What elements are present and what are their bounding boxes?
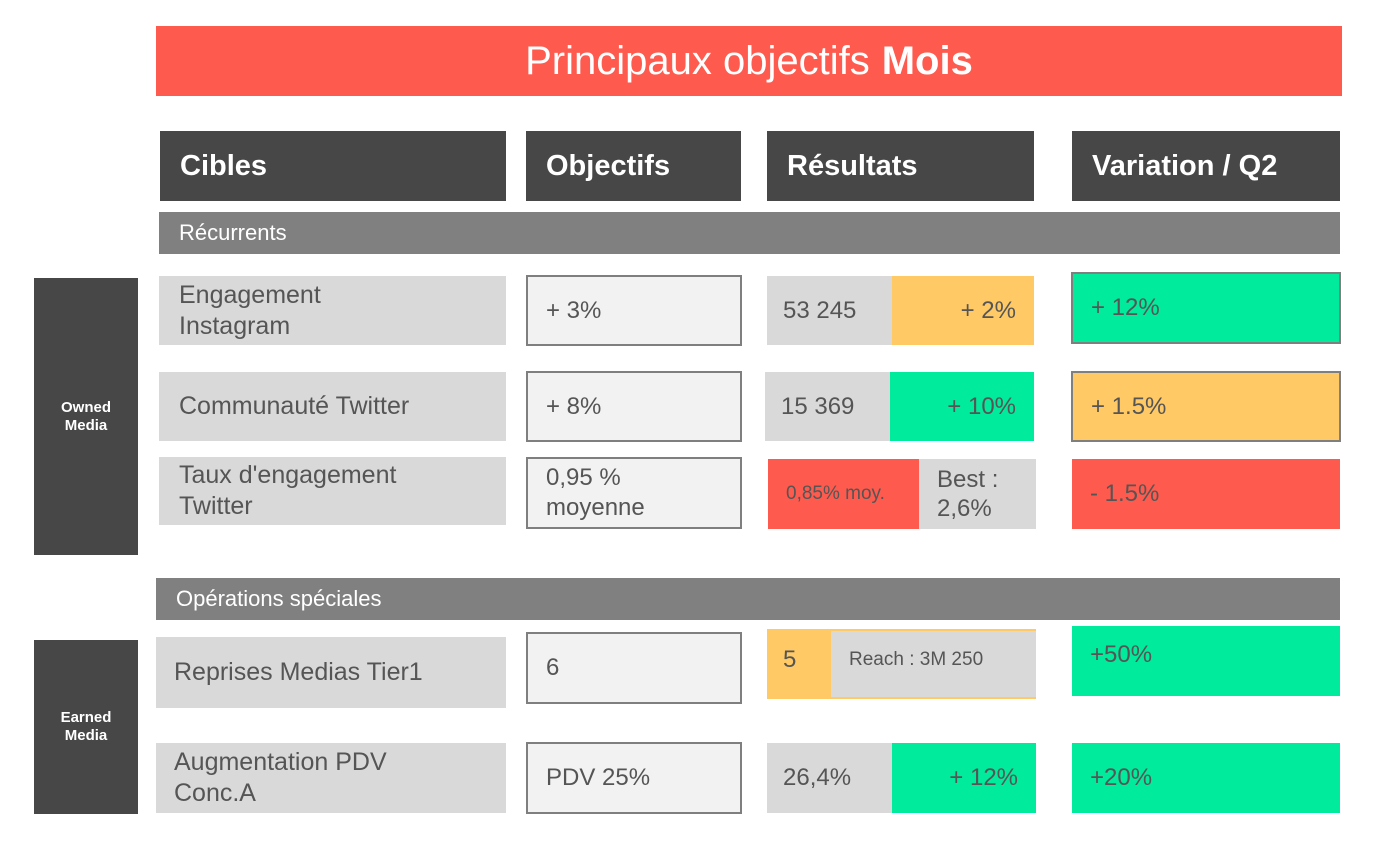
row-5-objective: PDV 25% — [526, 742, 742, 814]
row-3-target: Taux d'engagement Twitter — [159, 457, 506, 525]
header-targets: Cibles — [160, 131, 506, 201]
row-4-target: Reprises Medias Tier1 — [156, 637, 506, 708]
row-5-target-line2: Conc.A — [174, 779, 256, 807]
row-5-target: Augmentation PDV Conc.A — [156, 743, 506, 813]
row-1-target-line2: Instagram — [179, 311, 291, 340]
page-title: Principaux objectifs Mois — [156, 26, 1342, 96]
row-3-objective-line2: moyenne — [546, 494, 645, 521]
row-5-target-line1: Augmentation PDV — [174, 748, 387, 776]
row-1-target-line1: Engagement — [179, 280, 321, 309]
side-label-owned-media: Owned Media — [34, 278, 138, 555]
row-1-objective: + 3% — [526, 275, 742, 346]
row-3-variation: - 1.5% — [1072, 459, 1340, 529]
section-special: Opérations spéciales — [156, 578, 1340, 620]
row-2-objective: + 8% — [526, 371, 742, 442]
header-objectives: Objectifs — [526, 131, 741, 201]
row-2-result-value: 15 369 — [765, 372, 890, 441]
row-1-variation: + 12% — [1071, 272, 1341, 344]
row-2-variation: + 1.5% — [1071, 371, 1341, 442]
header-variation: Variation / Q2 — [1072, 131, 1340, 201]
row-1-result-delta: + 2% — [892, 276, 1034, 345]
row-4-result-value: 5 — [767, 629, 831, 699]
side-label-earned-media: Earned Media — [34, 640, 138, 814]
row-1-target: Engagement Instagram — [159, 276, 506, 345]
earned-line1: Earned — [60, 709, 112, 726]
section-recurring: Récurrents — [159, 212, 1340, 254]
earned-line2: Media — [64, 727, 108, 744]
row-3-result-value: 0,85% moy. — [768, 459, 919, 529]
row-3-objective-line1: 0,95 % — [546, 464, 621, 491]
row-2-target: Communauté Twitter — [159, 372, 506, 441]
owned-line2: Media — [64, 416, 108, 434]
row-4-objective: 6 — [526, 632, 742, 704]
row-3-objective: 0,95 % moyenne — [526, 457, 742, 529]
owned-line1: Owned — [60, 398, 111, 416]
row-4-result-reach: Reach : 3M 250 — [831, 629, 1036, 699]
row-3-result-best-line2: 2,6% — [937, 495, 992, 522]
row-5-variation: +20% — [1072, 743, 1340, 813]
row-5-result-value: 26,4% — [767, 743, 892, 813]
row-4-variation: +50% — [1072, 626, 1340, 696]
row-3-target-line2: Twitter — [179, 492, 253, 520]
row-1-result-value: 53 245 — [767, 276, 892, 345]
title-period: Mois — [881, 38, 973, 83]
title-text: Principaux objectifs — [525, 38, 870, 83]
row-5-result-delta: + 12% — [892, 743, 1036, 813]
row-2-result-delta: + 10% — [890, 372, 1034, 441]
header-results: Résultats — [767, 131, 1034, 201]
row-3-result-best-line1: Best : — [937, 466, 999, 493]
row-3-target-line1: Taux d'engagement — [179, 461, 397, 489]
row-3-result-best: Best : 2,6% — [919, 459, 1036, 529]
